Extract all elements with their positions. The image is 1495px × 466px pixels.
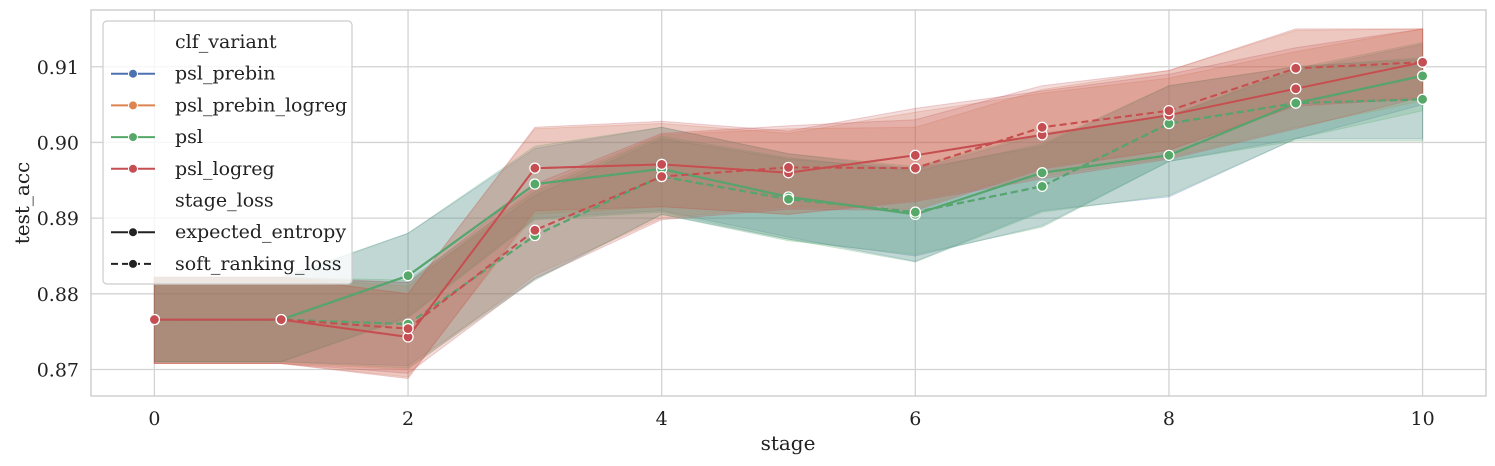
data-point (782, 161, 795, 174)
series-markers (148, 56, 1429, 343)
legend-swatch-marker (128, 68, 138, 79)
data-point (909, 149, 921, 161)
y-tick-labels: 0.87 0.88 0.89 0.90 0.91 (37, 57, 79, 382)
data-point (148, 313, 161, 326)
x-tick-label: 4 (656, 408, 668, 430)
data-point (1290, 62, 1302, 74)
data-point (1290, 83, 1302, 95)
y-tick-label: 0.89 (37, 208, 79, 230)
confidence-band (153, 58, 1424, 367)
data-point (656, 158, 668, 170)
data-point (1036, 180, 1048, 192)
x-tick-label: 2 (402, 408, 414, 430)
data-point (1290, 97, 1302, 109)
data-point (402, 270, 414, 282)
data-point (1163, 105, 1175, 117)
series-line (154, 61, 1423, 330)
x-tick-label: 0 (148, 408, 160, 430)
data-point (909, 162, 921, 174)
data-point (1416, 93, 1429, 105)
legend-entry-label: psl_prebin (175, 63, 275, 85)
y-tick-label: 0.88 (37, 284, 79, 306)
y-tick-label: 0.91 (37, 57, 79, 79)
confidence-band (153, 57, 1424, 369)
legend-entry-label: psl_prebin_logreg (175, 94, 347, 116)
legend-swatch-marker (128, 227, 138, 238)
data-point (909, 206, 921, 218)
legend-entry-label: expected_entropy (175, 221, 346, 243)
y-tick-label: 0.90 (37, 132, 79, 154)
x-tick-label: 6 (909, 408, 921, 430)
data-point (529, 162, 541, 174)
legend-title-style: stage_loss (175, 190, 274, 212)
legend-title-hue: clf_variant (175, 31, 277, 53)
y-tick-label: 0.87 (37, 360, 79, 382)
plot-frame (90, 9, 1487, 397)
x-tick-label: 10 (1410, 408, 1434, 430)
data-point (529, 224, 541, 236)
legend-entry-label: soft_ranking_loss (175, 253, 342, 275)
data-point (529, 178, 541, 190)
data-point (402, 323, 414, 335)
legend-swatch-marker (128, 163, 138, 174)
legend-box (102, 20, 353, 285)
legend: clf_variant psl_prebin psl_prebin_logregps… (102, 20, 353, 285)
data-point (275, 313, 287, 326)
legend-swatch-marker (128, 132, 138, 143)
legend-swatch-marker (128, 100, 138, 111)
legend-swatch-marker (128, 258, 138, 269)
data-point (1416, 56, 1429, 68)
data-point (656, 170, 668, 183)
y-axis-label: test_acc (10, 162, 34, 245)
data-point (782, 193, 795, 205)
x-axis-label: stage (761, 431, 816, 455)
data-point (1036, 167, 1048, 179)
legend-entry-label: psl_logreg (175, 158, 275, 180)
data-point (1163, 149, 1175, 161)
legend-entry-label: psl (175, 126, 203, 148)
x-tick-label: 8 (1163, 408, 1175, 430)
x-tick-labels: 0 2 4 6 8 10 (148, 408, 1434, 430)
data-point (1416, 70, 1429, 82)
data-point (1036, 121, 1048, 133)
